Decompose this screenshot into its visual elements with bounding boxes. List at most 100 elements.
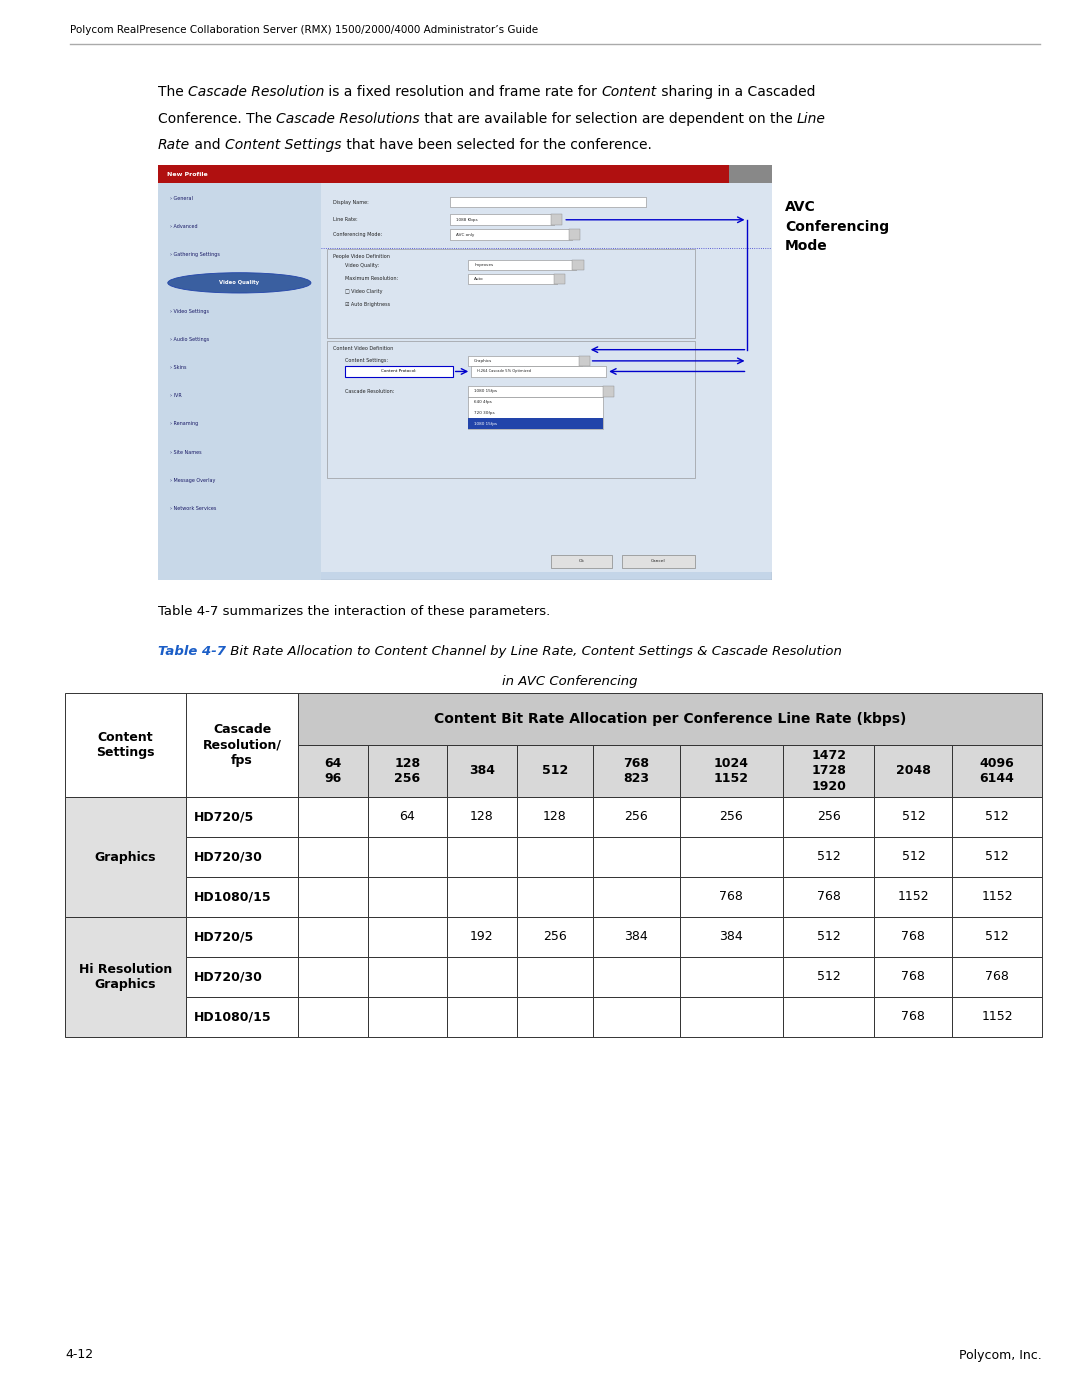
Bar	[516, 997, 593, 1037]
Text: Conference. The: Conference. The	[158, 112, 276, 126]
Bar	[551, 214, 562, 225]
Bar	[516, 745, 593, 798]
Text: Polycom RealPresence Collaboration Server (RMX) 1500/2000/4000 Administrator’s G: Polycom RealPresence Collaboration Serve…	[70, 25, 538, 35]
Text: Cascade Resolutions: Cascade Resolutions	[276, 112, 420, 126]
Bar	[65, 798, 186, 916]
Bar	[572, 260, 583, 271]
Text: 1080 15fps: 1080 15fps	[474, 422, 497, 426]
Bar	[593, 798, 680, 837]
Text: 256: 256	[719, 810, 743, 823]
Bar	[186, 837, 298, 877]
Bar	[953, 916, 1042, 957]
Bar	[468, 397, 603, 429]
Bar	[368, 745, 447, 798]
Bar	[680, 837, 783, 877]
Text: Cancel: Cancel	[651, 559, 665, 563]
Text: The: The	[158, 85, 188, 99]
Text: › Gathering Settings: › Gathering Settings	[171, 251, 220, 257]
Bar	[729, 165, 772, 183]
Text: 256: 256	[624, 810, 648, 823]
Text: Cascade Resolution:: Cascade Resolution:	[346, 390, 394, 394]
Text: Graphics: Graphics	[95, 851, 157, 863]
Text: 512: 512	[902, 851, 926, 863]
Text: People Video Definition: People Video Definition	[333, 254, 390, 258]
Bar	[554, 274, 565, 284]
Bar	[447, 837, 516, 877]
Bar	[680, 798, 783, 837]
Text: 64
96: 64 96	[324, 757, 341, 785]
Bar	[783, 877, 875, 916]
Text: 1088 Kbps: 1088 Kbps	[456, 218, 477, 222]
Bar	[449, 229, 572, 240]
Bar	[471, 366, 606, 377]
Bar	[468, 356, 582, 366]
Bar	[593, 837, 680, 877]
Bar	[516, 837, 593, 877]
Text: 768: 768	[902, 930, 926, 943]
Text: Bit Rate Allocation to Content Channel by Line Rate, Content Settings & Cascade : Bit Rate Allocation to Content Channel b…	[226, 645, 842, 658]
Text: 128: 128	[543, 810, 567, 823]
Text: in AVC Conferencing: in AVC Conferencing	[502, 675, 638, 687]
Bar	[680, 997, 783, 1037]
Text: Content
Settings: Content Settings	[96, 731, 154, 759]
Text: 64: 64	[400, 810, 416, 823]
Bar	[368, 837, 447, 877]
Bar	[327, 249, 696, 338]
Text: › Advanced: › Advanced	[171, 224, 198, 229]
Text: 512: 512	[985, 810, 1009, 823]
Bar	[593, 877, 680, 916]
Bar	[447, 877, 516, 916]
Bar	[875, 798, 953, 837]
Text: HD720/5: HD720/5	[194, 930, 254, 943]
Text: New Profile: New Profile	[167, 172, 208, 176]
Bar	[875, 916, 953, 957]
Bar	[953, 997, 1042, 1037]
Text: Rate: Rate	[158, 138, 190, 152]
Bar	[368, 916, 447, 957]
Ellipse shape	[167, 272, 311, 293]
Text: 128
256: 128 256	[394, 757, 420, 785]
Bar	[186, 997, 298, 1037]
Bar	[327, 341, 696, 478]
Bar	[622, 555, 696, 567]
Bar	[186, 957, 298, 997]
Text: 768: 768	[902, 971, 926, 983]
Bar	[593, 745, 680, 798]
Bar	[953, 837, 1042, 877]
Text: 512: 512	[985, 930, 1009, 943]
Bar	[468, 260, 576, 271]
Bar	[593, 997, 680, 1037]
Text: Content Settings: Content Settings	[225, 138, 341, 152]
Bar	[783, 957, 875, 997]
Text: 1080 15fps: 1080 15fps	[474, 390, 497, 394]
Text: 256: 256	[816, 810, 840, 823]
Bar	[449, 197, 646, 207]
Text: 1152: 1152	[982, 1010, 1013, 1024]
Text: 512: 512	[902, 810, 926, 823]
Text: is a fixed resolution and frame rate for: is a fixed resolution and frame rate for	[324, 85, 602, 99]
Text: › IVR: › IVR	[171, 393, 183, 398]
Text: 384: 384	[624, 930, 648, 943]
Bar	[953, 798, 1042, 837]
Text: AVC only: AVC only	[456, 233, 474, 236]
Bar	[368, 997, 447, 1037]
Text: Content Protocol:: Content Protocol:	[381, 369, 417, 373]
Bar	[158, 183, 321, 580]
Text: H.264 Cascade 5% Optimized: H.264 Cascade 5% Optimized	[477, 369, 531, 373]
Text: 128: 128	[470, 810, 494, 823]
Text: Maximum Resolution:: Maximum Resolution:	[346, 277, 399, 281]
Text: Auto: Auto	[474, 277, 484, 281]
Text: 512: 512	[816, 930, 840, 943]
Text: that are available for selection are dependent on the: that are available for selection are dep…	[420, 112, 797, 126]
Text: Content Settings:: Content Settings:	[346, 359, 389, 363]
Text: › Skins: › Skins	[171, 365, 187, 370]
Text: HD720/30: HD720/30	[194, 971, 262, 983]
Bar	[298, 693, 1042, 745]
Text: › Renaming: › Renaming	[171, 422, 199, 426]
Text: 768
823: 768 823	[623, 757, 649, 785]
Bar	[516, 916, 593, 957]
Text: 512: 512	[816, 971, 840, 983]
Bar	[158, 165, 729, 183]
Text: □ Video Clarity: □ Video Clarity	[346, 289, 382, 295]
Bar	[186, 798, 298, 837]
